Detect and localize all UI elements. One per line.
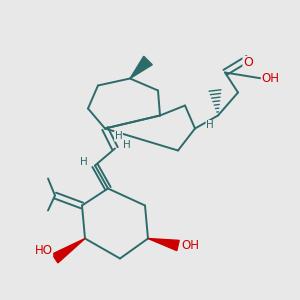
Text: OH: OH — [181, 239, 199, 252]
Text: H: H — [115, 131, 122, 141]
Text: HO: HO — [34, 244, 52, 257]
Text: H: H — [122, 140, 130, 151]
Text: H: H — [80, 158, 88, 167]
Polygon shape — [148, 238, 179, 250]
Text: H: H — [206, 121, 214, 130]
Polygon shape — [52, 238, 85, 263]
Text: OH: OH — [261, 72, 279, 85]
Text: O: O — [243, 56, 253, 70]
Polygon shape — [130, 56, 152, 79]
